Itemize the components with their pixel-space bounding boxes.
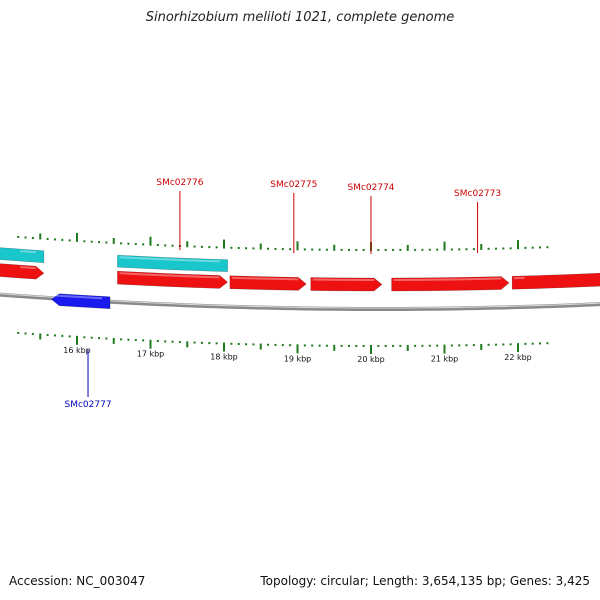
cds-arrow-forward[interactable] <box>0 263 45 280</box>
ruler-label: 21 kbp <box>431 355 459 364</box>
ruler-label: 19 kbp <box>284 354 312 363</box>
ruler-label: 22 kbp <box>504 353 532 362</box>
ruler-label: 17 kbp <box>137 350 165 359</box>
cds-arrow-forward[interactable] <box>117 270 229 289</box>
feature-bar-cyan[interactable] <box>0 247 45 263</box>
feature-highlight <box>393 277 502 281</box>
gene-label[interactable]: SMc02773 <box>454 189 501 199</box>
feature-bar-cyan[interactable] <box>117 254 228 272</box>
feature-highlight <box>20 250 36 254</box>
gene-label[interactable]: SMc02775 <box>270 180 317 190</box>
genome-summary: Topology: circular; Length: 3,654,135 bp… <box>260 574 590 588</box>
gene-label[interactable]: SMc02777 <box>64 400 111 410</box>
cds-arrow-forward[interactable] <box>391 276 510 292</box>
cds-arrow-forward[interactable] <box>511 272 600 290</box>
cds-arrow-forward[interactable] <box>229 275 307 291</box>
ruler-label: 20 kbp <box>357 355 385 364</box>
ruler-label: 16 kbp <box>63 346 91 355</box>
feature-highlight <box>20 266 36 270</box>
genome-title: Sinorhizobium meliloti 1021, complete ge… <box>145 10 455 25</box>
ruler-label: 18 kbp <box>210 353 238 362</box>
gene-label[interactable]: SMc02774 <box>347 183 394 193</box>
cds-arrow-reverse[interactable] <box>50 293 111 309</box>
feature-highlight <box>119 272 220 279</box>
gene-label[interactable]: SMc02776 <box>156 178 203 188</box>
feature-highlight <box>231 276 299 281</box>
feature-highlight <box>53 294 103 300</box>
accession-label: Accession: NC_003047 <box>9 574 146 588</box>
cds-arrow-forward[interactable] <box>310 277 383 292</box>
feature-highlight <box>119 256 220 263</box>
